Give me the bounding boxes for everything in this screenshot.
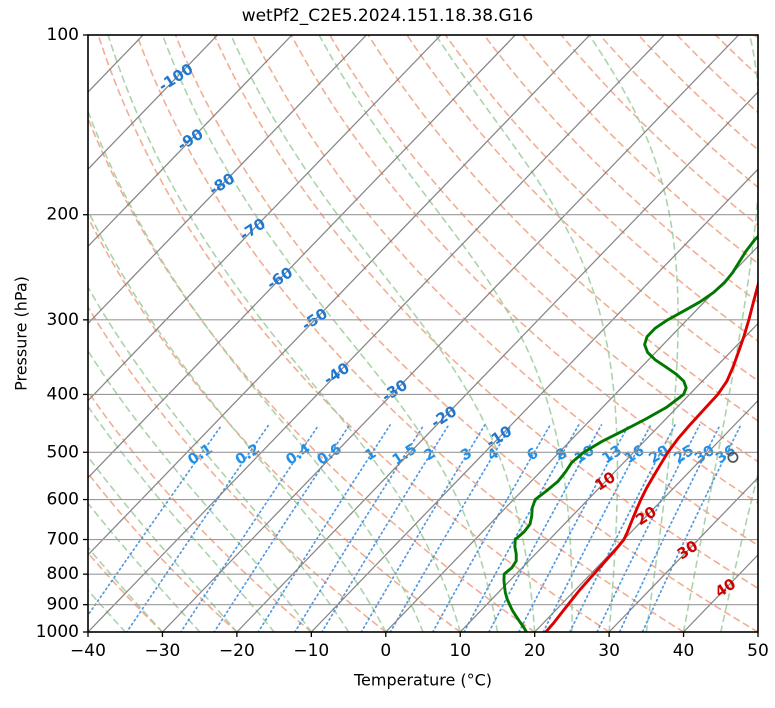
moist-adiabat xyxy=(434,35,619,632)
dry-adiabat xyxy=(483,35,758,304)
mixing-ratio-label: 0.4 xyxy=(283,441,313,468)
moist-adiabat xyxy=(88,285,350,632)
moist-adiabat xyxy=(230,35,536,632)
mixing-ratio-label: 1.5 xyxy=(390,441,420,468)
y-axis-tick-label: 500 xyxy=(47,442,79,462)
dry-adiabat xyxy=(521,35,758,265)
dry-adiabat xyxy=(88,305,387,632)
dry-adiabat xyxy=(136,35,685,632)
x-axis-tick-label: −10 xyxy=(293,641,329,661)
mixing-ratio-line xyxy=(125,424,270,632)
x-axis-tick-label: 20 xyxy=(524,641,546,661)
moist-adiabat xyxy=(88,109,424,632)
dry-adiabat xyxy=(406,35,758,382)
dry-adiabat xyxy=(88,390,313,632)
moist-adiabat xyxy=(757,628,758,632)
mixing-ratio-line xyxy=(596,424,701,632)
dry-adiabat xyxy=(174,35,758,632)
isotherm xyxy=(88,35,665,632)
mixing-ratio-line xyxy=(360,424,486,632)
mixing-ratio-line xyxy=(88,424,223,617)
mixing-ratio-label: 2 xyxy=(421,445,438,464)
moist-adiabat xyxy=(161,35,499,632)
mixing-ratio-line xyxy=(179,424,320,632)
x-axis-tick-label: −20 xyxy=(219,641,255,661)
dry-adiabat xyxy=(444,35,758,343)
y-axis-tick-label: 700 xyxy=(47,530,79,550)
isotherm xyxy=(534,399,758,632)
moist-adiabat xyxy=(88,208,387,632)
moist-adiabat xyxy=(107,35,462,632)
mixing-ratio-label: 3 xyxy=(458,445,475,464)
dry-adiabat xyxy=(367,35,758,422)
mixing-ratio-line xyxy=(487,424,603,632)
x-axis-tick-label: 50 xyxy=(747,641,769,661)
mixing-ratio-line xyxy=(641,424,742,632)
x-axis-tick-label: 30 xyxy=(598,641,620,661)
isotherm-label: -100 xyxy=(155,60,196,96)
mixing-ratio-line xyxy=(320,424,450,632)
mixing-ratio-label: 6 xyxy=(524,445,541,464)
mixing-ratio-label: 0.1 xyxy=(185,441,215,468)
mixing-ratio-label: 8 xyxy=(553,445,570,464)
isotherm xyxy=(608,476,758,632)
temperature-profile-line xyxy=(544,280,758,632)
mixing-ratio-line xyxy=(431,424,552,632)
isotherm xyxy=(385,245,758,632)
x-axis-tick-label: −30 xyxy=(144,641,180,661)
isotherm xyxy=(88,35,516,479)
isotherm xyxy=(88,35,219,171)
parcel-marker xyxy=(727,451,739,463)
x-axis-tick-label: −40 xyxy=(70,641,106,661)
y-axis-tick-label: 300 xyxy=(47,310,79,330)
isotherm xyxy=(88,35,368,325)
mixing-ratio-label: 16 xyxy=(622,443,648,467)
dry-adiabat xyxy=(251,35,758,547)
dry-adiabat xyxy=(213,35,758,590)
dry-adiabat xyxy=(88,215,462,632)
y-axis-tick-label: 100 xyxy=(47,25,79,45)
moist-adiabat xyxy=(88,455,238,632)
isotherm xyxy=(757,631,758,632)
x-axis-tick-label: 10 xyxy=(449,641,471,661)
mixing-ratio-line xyxy=(213,424,351,632)
y-axis-tick-label: 800 xyxy=(47,564,79,584)
mixing-ratio-line xyxy=(618,424,721,632)
moist-adiabat xyxy=(588,35,679,632)
isotherm xyxy=(88,35,591,556)
mixing-ratio-line xyxy=(293,424,425,632)
dry-adiabat xyxy=(560,35,758,227)
mixing-ratio-line xyxy=(257,424,391,632)
mixing-ratio-line xyxy=(463,424,580,632)
isotherm xyxy=(310,168,758,632)
y-axis-tick-label: 600 xyxy=(47,490,79,510)
isotherm xyxy=(236,91,758,632)
y-axis-label: Pressure (hPa) xyxy=(12,276,31,391)
y-axis-tick-label: 1000 xyxy=(36,622,79,642)
isotherm xyxy=(88,35,442,402)
isotherm xyxy=(161,35,740,632)
y-axis-tick-label: 400 xyxy=(47,384,79,404)
dry-adiabat xyxy=(599,35,758,189)
isotherm xyxy=(88,35,293,248)
mixing-ratio-label: 36 xyxy=(713,443,739,467)
moist-adiabat xyxy=(682,35,758,632)
mixing-ratio-line xyxy=(517,424,630,632)
x-axis-tick-label: 0 xyxy=(380,641,391,661)
dry-adiabat xyxy=(290,35,758,505)
mixing-ratio-line xyxy=(542,424,652,632)
mixing-ratio-label: 1 xyxy=(362,445,379,464)
plot-frame xyxy=(87,34,759,633)
y-axis-tick-label: 200 xyxy=(47,205,79,225)
dewpoint-profile-line xyxy=(502,234,758,632)
x-axis-label: Temperature (°C) xyxy=(353,671,492,690)
y-axis-tick-label: 900 xyxy=(47,595,79,615)
x-axis-tick-label: 40 xyxy=(673,641,695,661)
isotherm xyxy=(459,322,758,632)
page-title: wetPf2_C2E5.2024.151.18.38.G16 xyxy=(241,6,534,26)
mixing-ratio-label: 13 xyxy=(599,443,625,467)
